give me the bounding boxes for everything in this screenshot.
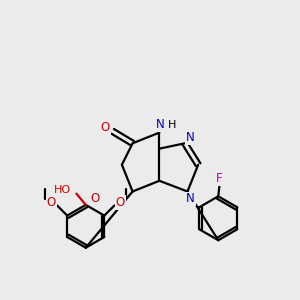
Text: N: N [186, 193, 195, 206]
Text: O: O [91, 192, 100, 205]
Text: O: O [116, 196, 125, 209]
Text: N: N [156, 118, 165, 131]
Text: N: N [186, 131, 194, 144]
Text: H: H [168, 120, 176, 130]
Text: O: O [100, 121, 110, 134]
Text: F: F [216, 172, 223, 184]
Text: HO: HO [54, 185, 71, 195]
Text: O: O [46, 196, 56, 209]
